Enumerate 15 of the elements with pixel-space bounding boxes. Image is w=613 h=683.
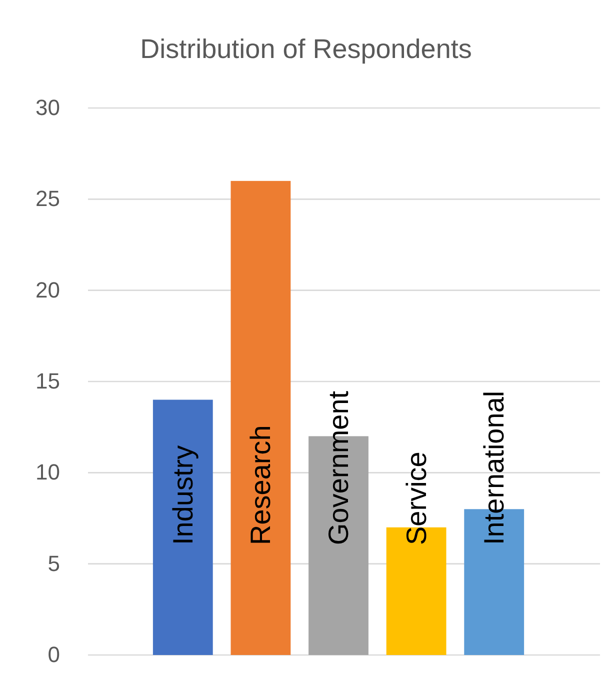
y-tick-label: 10 — [36, 460, 60, 485]
y-tick-label: 30 — [36, 95, 60, 120]
y-tick-label: 0 — [48, 642, 60, 668]
x-tick-label: International — [478, 390, 510, 545]
y-tick-label: 5 — [48, 550, 60, 576]
bar — [230, 180, 291, 655]
x-tick-label: Industry — [167, 445, 198, 545]
bar — [152, 400, 213, 655]
x-tick-label: Service — [400, 452, 432, 545]
chart-title: Distribution of Respondents — [140, 34, 472, 64]
x-tick-label: Government — [323, 390, 354, 545]
x-tick-label: Research — [245, 425, 276, 545]
y-tick-label: 20 — [36, 277, 60, 302]
y-tick-label: 25 — [36, 186, 60, 212]
y-tick-label: 15 — [36, 368, 60, 394]
